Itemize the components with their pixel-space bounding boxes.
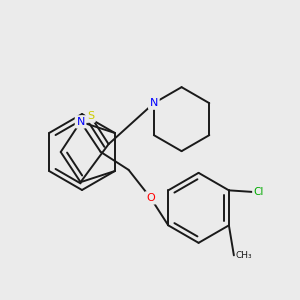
Text: Cl: Cl [254, 187, 264, 197]
Text: N: N [76, 117, 85, 127]
Text: S: S [87, 111, 94, 121]
Text: CH₃: CH₃ [236, 251, 253, 260]
Text: O: O [146, 193, 155, 203]
Text: N: N [150, 98, 158, 108]
